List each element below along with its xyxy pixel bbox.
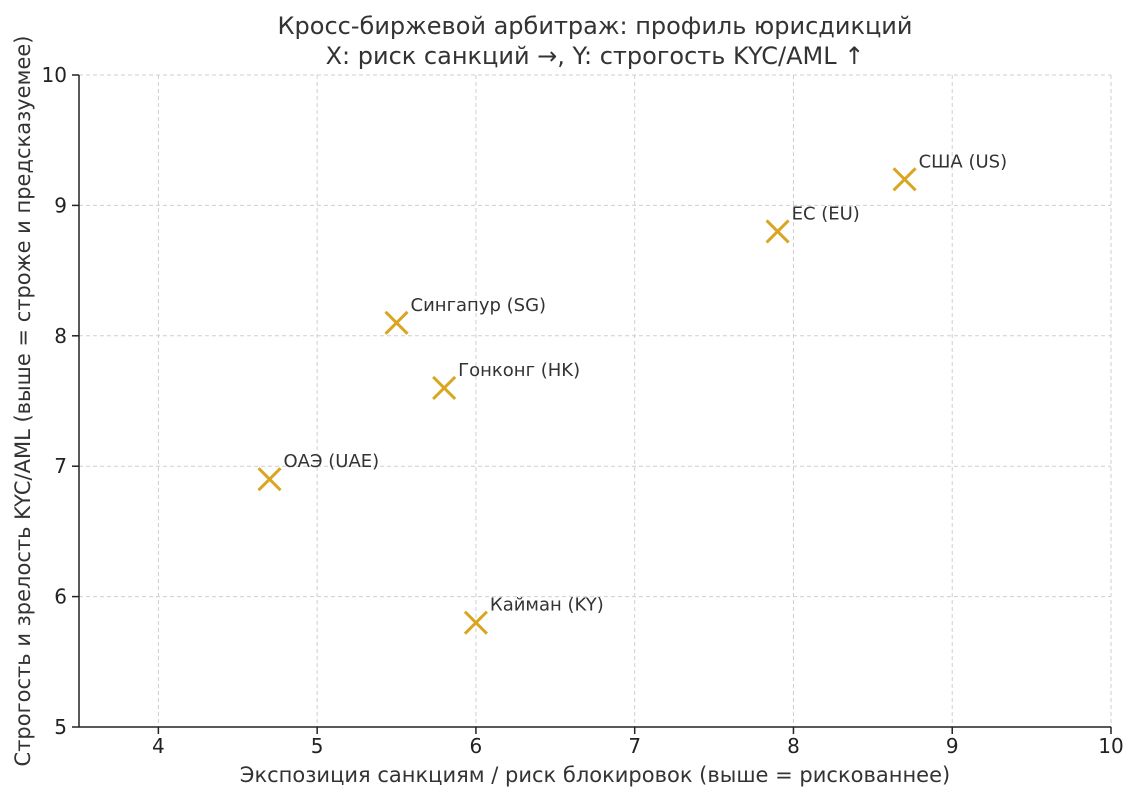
x-tick-label: 4 bbox=[152, 734, 165, 758]
y-tick-label: 6 bbox=[54, 585, 67, 609]
y-tick-label: 8 bbox=[54, 324, 67, 348]
x-marker-stroke bbox=[432, 375, 457, 401]
point-label: ЕС (EU) bbox=[792, 203, 860, 224]
y-tick-label: 10 bbox=[42, 63, 67, 87]
x-marker-stroke bbox=[257, 467, 282, 492]
y-axis-label: Строгость и зрелость KYC/AML (выше = стр… bbox=[11, 36, 35, 767]
data-point bbox=[257, 467, 282, 492]
chart-title-line-2: X: риск санкций →, Y: строгость KYC/AML … bbox=[326, 42, 865, 70]
point-label: Сингапур (SG) bbox=[411, 295, 547, 316]
ticks-layer: 4 5 6 7 8 9 10 5 6 7 8 9 10 bbox=[42, 63, 1124, 758]
data-point bbox=[384, 310, 409, 335]
chart-title-line-1: Кросс-биржевой арбитраж: профиль юрисдик… bbox=[278, 12, 913, 40]
point-label: Кайман (KY) bbox=[490, 595, 604, 616]
data-point bbox=[463, 610, 488, 635]
data-point bbox=[892, 167, 917, 192]
x-marker-stroke bbox=[463, 610, 488, 635]
y-tick-label: 7 bbox=[54, 454, 67, 478]
point-label: ОАЭ (UAE) bbox=[284, 451, 380, 472]
x-marker-stroke bbox=[765, 219, 790, 244]
x-tick-label: 6 bbox=[470, 734, 483, 758]
point-label: США (US) bbox=[919, 151, 1008, 172]
axes-layer bbox=[78, 75, 1111, 728]
y-tick-label: 9 bbox=[54, 193, 67, 217]
x-tick-label: 8 bbox=[787, 734, 800, 758]
y-tick-label: 5 bbox=[54, 715, 67, 739]
point-label: Гонконг (HK) bbox=[458, 360, 580, 381]
points-layer: США (US) ЕС (EU) Сингапур (SG) Гонконг (HK)… bbox=[257, 151, 1008, 635]
x-axis-label: Экспозиция санкциям / риск блокировок (в… bbox=[240, 763, 950, 787]
data-point bbox=[765, 219, 790, 244]
x-tick-label: 7 bbox=[628, 734, 641, 758]
x-tick-label: 10 bbox=[1098, 734, 1123, 758]
x-marker-stroke bbox=[892, 167, 917, 192]
x-tick-label: 5 bbox=[311, 734, 324, 758]
grid-layer bbox=[79, 74, 1112, 727]
x-tick-label: 9 bbox=[946, 734, 959, 758]
data-point bbox=[432, 375, 457, 401]
x-marker-stroke bbox=[384, 310, 409, 335]
